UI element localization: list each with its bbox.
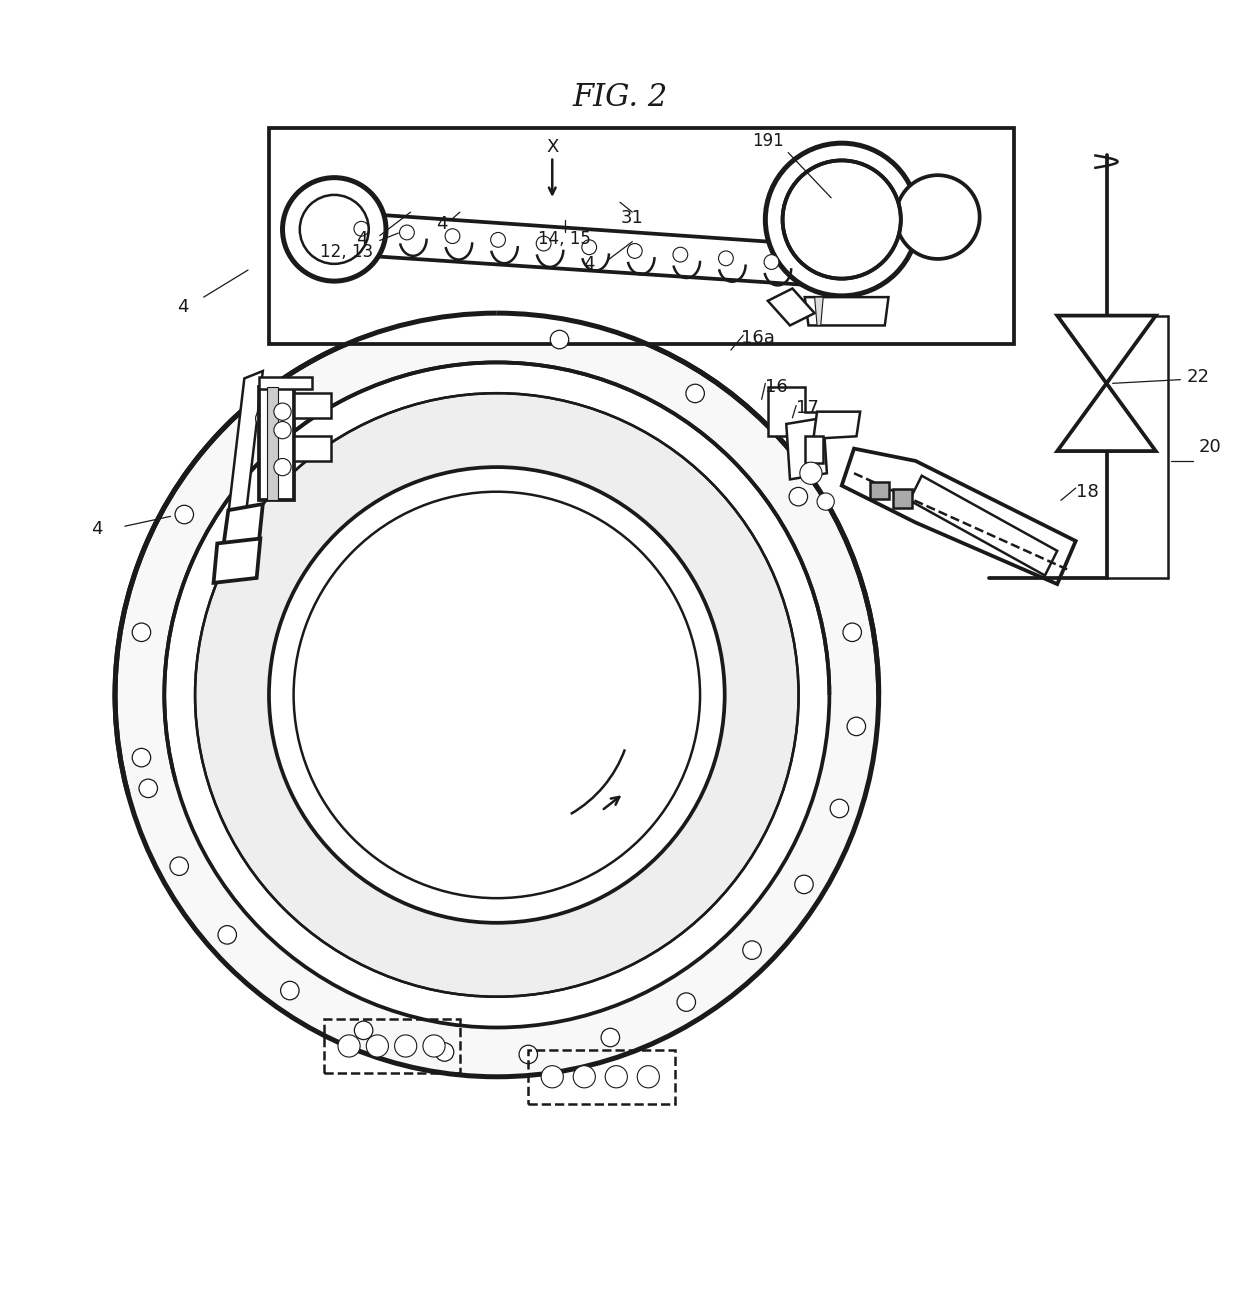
Text: FIG. 2: FIG. 2 (573, 82, 667, 113)
Polygon shape (894, 490, 911, 508)
Polygon shape (768, 387, 842, 437)
Circle shape (423, 1034, 445, 1057)
Polygon shape (223, 504, 263, 546)
Polygon shape (213, 538, 260, 583)
Circle shape (536, 236, 551, 251)
Circle shape (743, 941, 761, 959)
Polygon shape (870, 482, 889, 499)
Circle shape (895, 175, 980, 259)
Polygon shape (294, 393, 331, 417)
Circle shape (339, 1034, 360, 1057)
Circle shape (677, 992, 696, 1011)
Circle shape (355, 1021, 373, 1040)
Bar (269, 129, 1014, 343)
Circle shape (605, 1066, 627, 1088)
Circle shape (764, 254, 779, 270)
Circle shape (255, 409, 274, 428)
Text: 31: 31 (621, 209, 644, 228)
Text: 12, 13: 12, 13 (320, 242, 373, 261)
Text: 4: 4 (435, 216, 448, 233)
Circle shape (718, 251, 733, 266)
Circle shape (274, 458, 291, 475)
Circle shape (170, 857, 188, 875)
Text: 4: 4 (356, 230, 367, 249)
Circle shape (399, 225, 414, 240)
Circle shape (551, 330, 569, 349)
Text: 17: 17 (796, 399, 818, 417)
Polygon shape (815, 297, 823, 325)
Circle shape (280, 982, 299, 1000)
Text: 14, 15: 14, 15 (538, 230, 591, 249)
Circle shape (830, 799, 848, 817)
Bar (528, 1050, 676, 1104)
Circle shape (601, 1028, 620, 1046)
Circle shape (782, 161, 900, 279)
Circle shape (139, 779, 157, 797)
Circle shape (366, 1034, 388, 1057)
Text: 20: 20 (1199, 438, 1221, 455)
Circle shape (789, 487, 807, 505)
Polygon shape (259, 378, 312, 390)
Text: 16: 16 (765, 378, 789, 396)
Polygon shape (813, 412, 861, 438)
Text: 16a: 16a (740, 329, 775, 347)
Circle shape (795, 875, 813, 894)
Circle shape (175, 505, 193, 524)
Circle shape (582, 240, 596, 254)
Circle shape (274, 403, 291, 420)
Circle shape (491, 233, 506, 247)
Circle shape (435, 1042, 454, 1061)
Circle shape (673, 247, 688, 262)
Circle shape (164, 362, 830, 1028)
Circle shape (195, 393, 799, 996)
Bar (325, 1019, 460, 1073)
Text: 22: 22 (1187, 368, 1209, 386)
Text: 18: 18 (1076, 483, 1099, 500)
Circle shape (133, 622, 151, 641)
Polygon shape (842, 449, 1076, 584)
Polygon shape (259, 387, 294, 500)
Circle shape (353, 221, 368, 236)
Circle shape (765, 143, 918, 296)
Circle shape (541, 1066, 563, 1088)
Circle shape (520, 1045, 537, 1063)
Text: 191: 191 (751, 132, 784, 150)
Circle shape (637, 1066, 660, 1088)
Polygon shape (1058, 383, 1156, 451)
Polygon shape (294, 437, 331, 461)
Text: X: X (546, 138, 558, 155)
Circle shape (686, 384, 704, 403)
Circle shape (283, 178, 386, 282)
Circle shape (445, 229, 460, 243)
Circle shape (627, 243, 642, 258)
Polygon shape (786, 417, 827, 479)
Polygon shape (805, 437, 823, 463)
Circle shape (274, 421, 291, 438)
Circle shape (847, 717, 866, 736)
Circle shape (573, 1066, 595, 1088)
Text: 4: 4 (584, 255, 595, 272)
Polygon shape (1058, 316, 1156, 383)
Circle shape (800, 462, 822, 484)
Circle shape (269, 467, 724, 923)
Polygon shape (228, 371, 263, 513)
Circle shape (843, 622, 862, 641)
Text: 4: 4 (177, 297, 188, 316)
Circle shape (394, 1034, 417, 1057)
Text: 4: 4 (91, 520, 102, 538)
Circle shape (817, 494, 835, 511)
Polygon shape (267, 387, 278, 500)
Polygon shape (805, 297, 889, 325)
Circle shape (115, 313, 879, 1076)
Circle shape (218, 925, 237, 944)
Polygon shape (768, 288, 815, 325)
Circle shape (133, 749, 151, 767)
